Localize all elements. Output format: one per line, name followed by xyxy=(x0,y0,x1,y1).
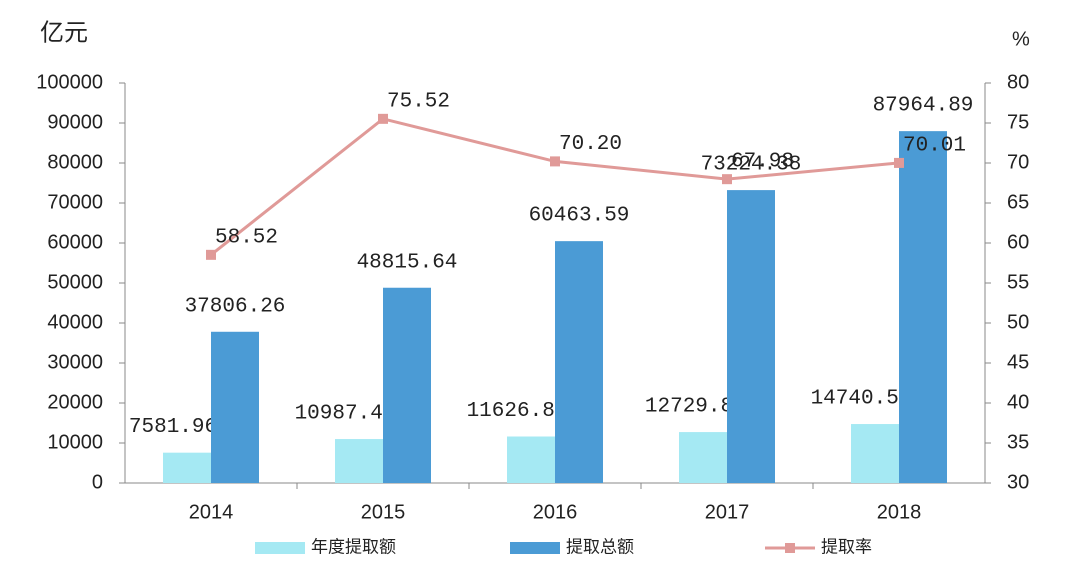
line-marker xyxy=(894,157,904,168)
line-marker xyxy=(550,156,560,167)
value-label: 48815.64 xyxy=(357,251,458,274)
y2-tick-label: 60 xyxy=(1007,231,1029,253)
y-tick-label: 20000 xyxy=(47,391,103,413)
y-tick-label: 30000 xyxy=(47,351,103,373)
bar xyxy=(899,131,947,483)
value-label: 60463.59 xyxy=(529,205,630,228)
value-label: 75.52 xyxy=(387,90,450,113)
value-label: 7581.96 xyxy=(129,416,217,439)
bar xyxy=(507,436,555,483)
x-tick-label: 2017 xyxy=(705,501,750,523)
bar xyxy=(679,432,727,483)
bar xyxy=(335,439,383,483)
value-label: 12729.8 xyxy=(645,396,733,419)
line-marker xyxy=(722,174,732,185)
line-marker xyxy=(378,113,388,124)
y-axis-label: 亿元 xyxy=(40,19,88,46)
x-tick-label: 2015 xyxy=(361,501,406,523)
y-tick-label: 60000 xyxy=(47,231,103,253)
y2-tick-label: 50 xyxy=(1007,311,1029,333)
value-label: 14740.51 xyxy=(811,388,912,411)
bar xyxy=(851,424,899,483)
y-tick-label: 10000 xyxy=(47,431,103,453)
legend-label: 年度提取额 xyxy=(311,537,396,556)
legend-label: 提取总额 xyxy=(566,537,634,556)
y-tick-label: 50000 xyxy=(47,271,103,293)
y2-tick-label: 35 xyxy=(1007,431,1029,453)
value-label: 58.52 xyxy=(215,226,278,249)
line xyxy=(210,117,900,257)
y-tick-label: 80000 xyxy=(47,151,103,173)
value-label: 37806.26 xyxy=(185,295,286,318)
value-label: 73224.38 xyxy=(701,154,802,177)
value-label: 10987.47 xyxy=(295,403,396,426)
legend-swatch xyxy=(510,542,560,554)
y2-tick-label: 45 xyxy=(1007,351,1029,373)
y2-tick-label: 65 xyxy=(1007,191,1029,213)
y2-tick-label: 40 xyxy=(1007,391,1029,413)
y-tick-label: 70000 xyxy=(47,191,103,213)
y2-tick-label: 70 xyxy=(1007,151,1029,173)
legend-swatch xyxy=(785,543,795,553)
bar xyxy=(211,331,259,483)
bar xyxy=(555,241,603,483)
x-tick-label: 2018 xyxy=(877,501,922,523)
bar xyxy=(383,287,431,483)
y-tick-label: 40000 xyxy=(47,311,103,333)
value-label: 67.98 xyxy=(731,151,794,174)
y2-tick-label: 30 xyxy=(1007,471,1029,493)
y-tick-label: 90000 xyxy=(47,111,103,133)
line-marker xyxy=(206,249,216,260)
y-tick-label: 0 xyxy=(92,471,103,493)
legend-swatch xyxy=(255,542,305,554)
value-label: 70.20 xyxy=(559,133,622,156)
y2-tick-label: 80 xyxy=(1007,71,1029,93)
bar xyxy=(727,190,775,483)
legend-label: 提取率 xyxy=(821,537,872,556)
x-tick-label: 2016 xyxy=(533,501,578,523)
x-tick-label: 2014 xyxy=(189,501,234,523)
y2-tick-label: 75 xyxy=(1007,111,1029,133)
y-tick-label: 100000 xyxy=(36,71,103,93)
bar xyxy=(163,452,211,483)
value-label: 70.01 xyxy=(903,134,966,157)
y2-tick-label: 55 xyxy=(1007,271,1029,293)
value-label: 11626.88 xyxy=(467,400,568,423)
y2-axis-label: % xyxy=(1012,28,1030,50)
value-label: 87964.89 xyxy=(873,95,974,118)
